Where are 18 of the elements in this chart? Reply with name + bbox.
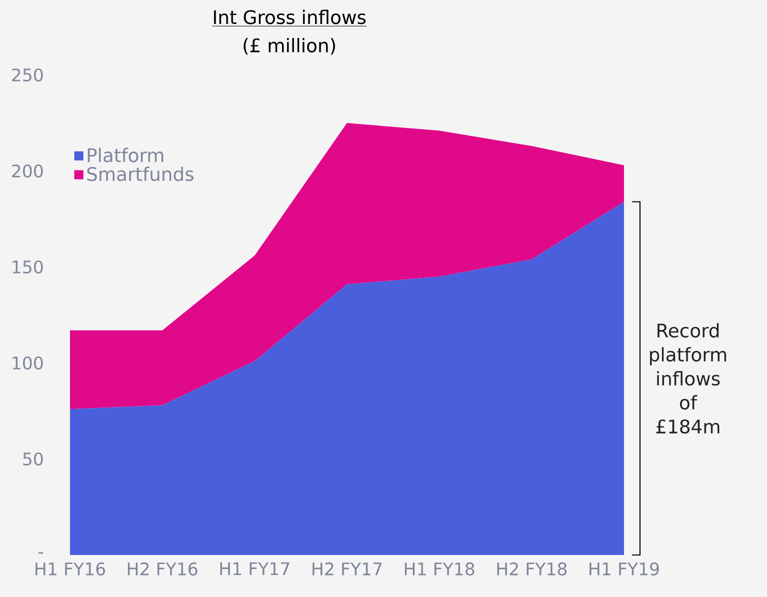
legend-label: Smartfunds: [87, 166, 194, 182]
y-tick-label: 50: [23, 452, 43, 466]
chart-subtitle: (£ million): [244, 38, 336, 55]
legend-label: Platform: [88, 148, 164, 162]
x-tick-label: H2 FY18: [497, 562, 567, 576]
y-tick-label: 250: [12, 68, 43, 82]
x-tick-label: H2 FY16: [128, 562, 198, 576]
annotation: Record platform inflows of £184m: [650, 323, 726, 434]
chart-title: Int Gross inflows: [214, 10, 366, 24]
x-tick-label: H1 FY16: [36, 562, 105, 576]
y-tick-label: 100: [12, 356, 43, 370]
x-tick-label: H2 FY17: [312, 562, 382, 576]
y-tick-label: -: [38, 552, 44, 554]
x-tick-label: H1 FY19: [590, 562, 659, 576]
y-tick-label: 150: [12, 260, 43, 274]
x-tick-label: H1 FY17: [220, 562, 290, 576]
x-tick-label: H1 FY18: [404, 562, 474, 576]
y-tick-label: 200: [12, 164, 43, 178]
